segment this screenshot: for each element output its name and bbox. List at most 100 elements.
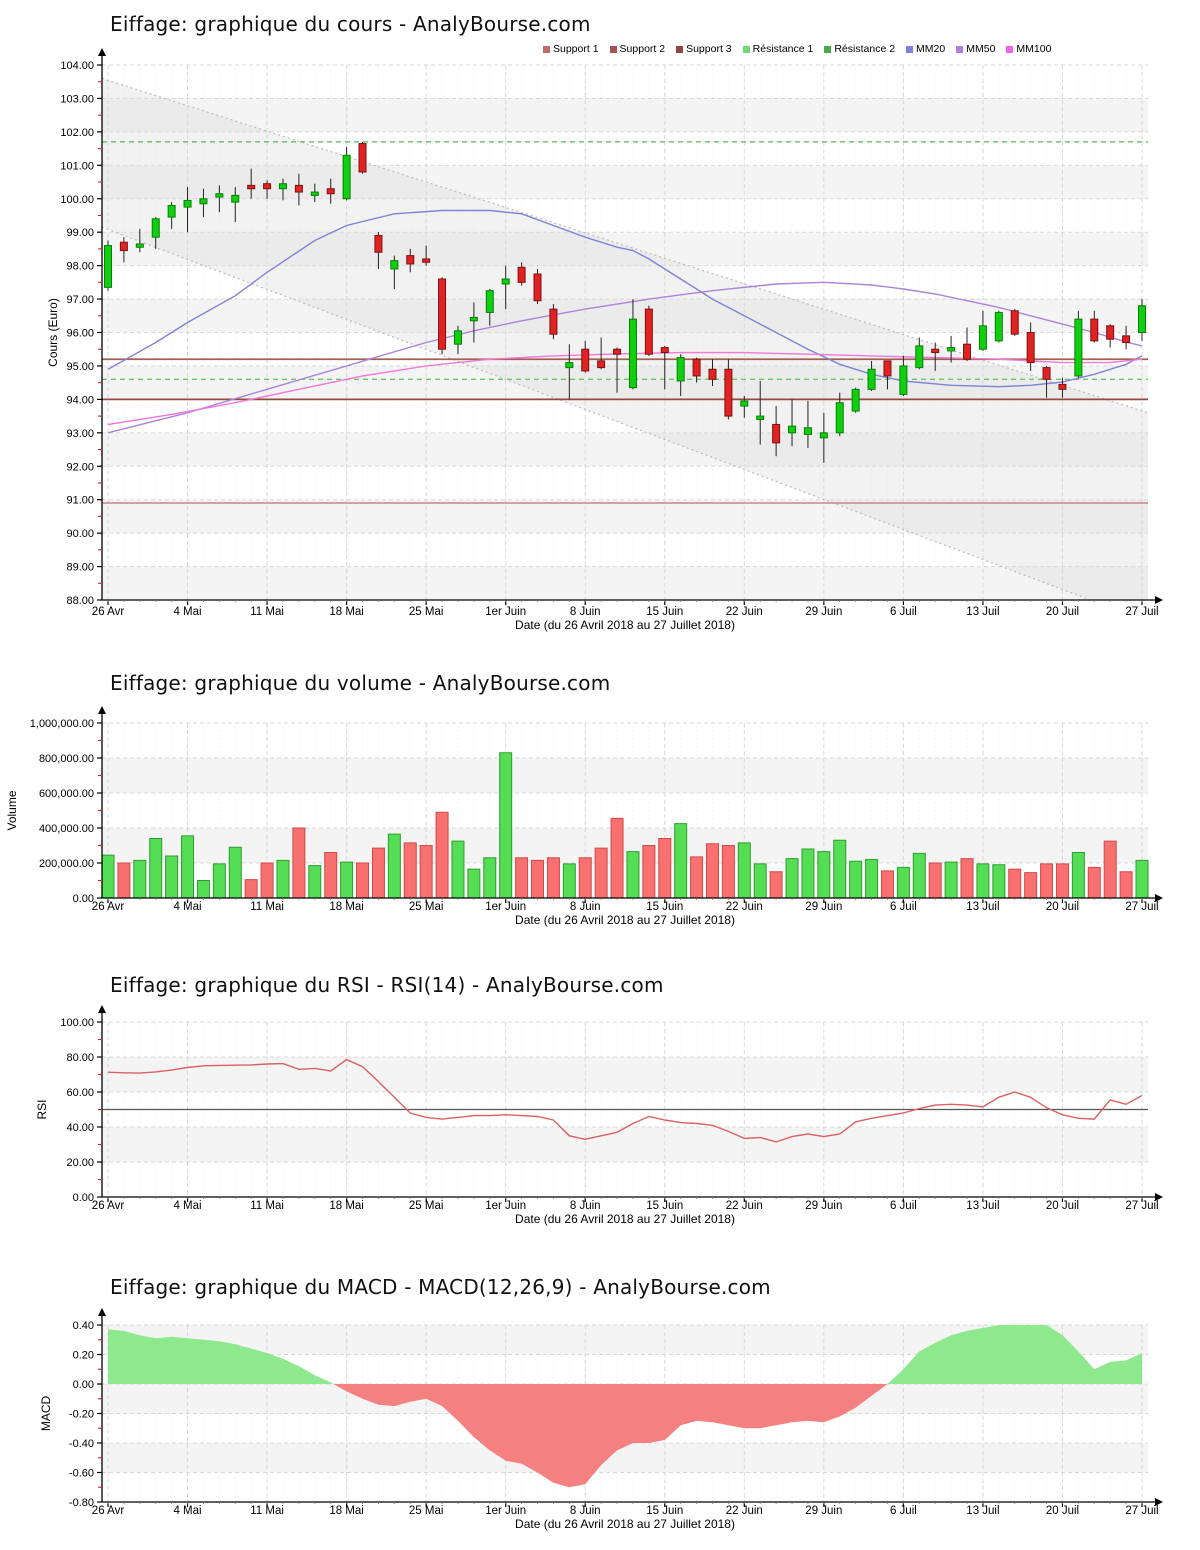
volume-bar — [705, 843, 719, 899]
candle-down — [708, 368, 717, 380]
svg-text:25 Mai: 25 Mai — [409, 901, 444, 913]
volume-bar — [658, 838, 672, 899]
svg-text:200,000.00: 200,000.00 — [39, 858, 94, 870]
svg-text:18 Mai: 18 Mai — [329, 901, 364, 913]
candle-down — [1026, 332, 1035, 364]
legend-swatch-icon — [742, 45, 750, 53]
candle-down — [1090, 318, 1099, 342]
volume-bar — [992, 864, 1006, 899]
macd-area-negative — [108, 1384, 1142, 1488]
svg-text:22 Juin: 22 Juin — [726, 901, 763, 913]
legend-item-label: Support 3 — [686, 43, 732, 55]
svg-text:93.00: 93.00 — [66, 428, 94, 440]
volume-bar — [324, 852, 338, 899]
svg-text:99.00: 99.00 — [66, 227, 94, 239]
volume-bar — [865, 859, 879, 899]
volume-bar — [101, 854, 115, 899]
svg-text:0.40: 0.40 — [73, 1320, 94, 1332]
candle-down — [660, 347, 669, 354]
legend-swatch-icon — [676, 45, 684, 53]
svg-text:20 Juil: 20 Juil — [1046, 606, 1079, 618]
svg-text:15 Juin: 15 Juin — [646, 606, 683, 618]
candle-down — [326, 188, 335, 195]
svg-text:96.00: 96.00 — [66, 328, 94, 340]
svg-text:22 Juin: 22 Juin — [726, 1200, 763, 1212]
svg-text:89.00: 89.00 — [66, 562, 94, 574]
volume-bar — [610, 817, 624, 899]
volume-bar — [690, 856, 704, 899]
candle-down — [581, 348, 590, 372]
candle-down — [438, 278, 447, 350]
svg-text:27 Juil: 27 Juil — [1125, 1505, 1158, 1517]
candle-up — [390, 260, 399, 270]
volume-bar — [1024, 872, 1038, 899]
svg-text:800,000.00: 800,000.00 — [39, 753, 94, 765]
volume-bar — [149, 838, 163, 899]
legend-item: Résistance 2 — [824, 43, 895, 55]
legend-item-label: MM20 — [916, 43, 946, 55]
svg-text:0.00: 0.00 — [73, 1192, 94, 1204]
volume-chart-title: Eiffage: graphique du volume - AnalyBour… — [110, 671, 611, 695]
svg-text:22 Juin: 22 Juin — [726, 606, 763, 618]
y-axis-title: Cours (Euro) — [46, 298, 60, 367]
candle-up — [501, 278, 510, 285]
svg-text:-0.80: -0.80 — [69, 1497, 94, 1509]
svg-text:90.00: 90.00 — [66, 528, 94, 540]
volume-bar — [467, 868, 481, 899]
legend-item-label: Résistance 1 — [752, 43, 814, 55]
legend-item: Support 2 — [609, 43, 666, 55]
x-axis-title: Date (du 26 Avril 2018 au 27 Juillet 201… — [515, 913, 735, 927]
volume-bar — [1008, 868, 1022, 899]
svg-text:0.00: 0.00 — [73, 1379, 94, 1391]
volume-bar — [626, 851, 640, 899]
y-axis-title: MACD — [39, 1396, 53, 1432]
candle-down — [724, 368, 733, 417]
svg-text:26 Avr: 26 Avr — [92, 606, 125, 618]
volume-bar — [181, 835, 195, 899]
price-chart-legend: Support 1 Support 2 Support 3 Résistance 1 R… — [543, 43, 1051, 55]
volume-bar — [531, 859, 545, 899]
svg-text:6 Juil: 6 Juil — [890, 1505, 917, 1517]
volume-chart-canvas: 0.00 200,000.00 400,000.00 600,000.00 800,00… — [5, 706, 1163, 927]
candle-down — [406, 255, 415, 265]
candle-up — [756, 415, 765, 420]
legend-item: MM100 — [1006, 43, 1051, 55]
legend-item: MM20 — [906, 43, 945, 55]
svg-text:1er Juin: 1er Juin — [485, 901, 526, 913]
candles-layer — [104, 141, 1146, 463]
svg-text:1,000,000.00: 1,000,000.00 — [30, 718, 94, 730]
candle-down — [772, 423, 781, 444]
volume-bar — [960, 858, 974, 899]
volume-bar — [212, 863, 226, 899]
svg-text:20.00: 20.00 — [66, 1157, 94, 1169]
svg-text:95.00: 95.00 — [66, 361, 94, 373]
candle-down — [644, 308, 653, 355]
band-layer — [102, 1057, 1148, 1162]
legend-item: MM50 — [956, 43, 995, 55]
svg-text:27 Juil: 27 Juil — [1125, 606, 1158, 618]
candle-up — [915, 345, 924, 369]
svg-text:25 Mai: 25 Mai — [409, 606, 444, 618]
legend-item-label: Support 2 — [619, 43, 666, 55]
volume-bar — [721, 845, 735, 899]
candle-up — [851, 388, 860, 412]
volume-bar — [133, 859, 147, 899]
svg-text:4 Mai: 4 Mai — [173, 901, 201, 913]
candle-down — [374, 235, 383, 253]
svg-text:97.00: 97.00 — [66, 294, 94, 306]
candle-down — [1010, 310, 1019, 335]
legend-swatch-icon — [609, 45, 617, 53]
svg-text:18 Mai: 18 Mai — [329, 1200, 364, 1212]
x-axis-arrow-icon — [1155, 1498, 1163, 1506]
volume-bar — [260, 862, 274, 899]
volume-bar — [451, 840, 465, 899]
svg-text:6 Juil: 6 Juil — [890, 901, 917, 913]
svg-text:100.00: 100.00 — [60, 194, 94, 206]
svg-text:13 Juil: 13 Juil — [966, 1505, 999, 1517]
candle-down — [692, 358, 701, 377]
legend-item: Résistance 1 — [742, 43, 814, 55]
candle-up — [819, 432, 828, 439]
volume-bar — [403, 842, 417, 899]
svg-text:15 Juin: 15 Juin — [646, 1200, 683, 1212]
candle-down — [1106, 325, 1115, 340]
